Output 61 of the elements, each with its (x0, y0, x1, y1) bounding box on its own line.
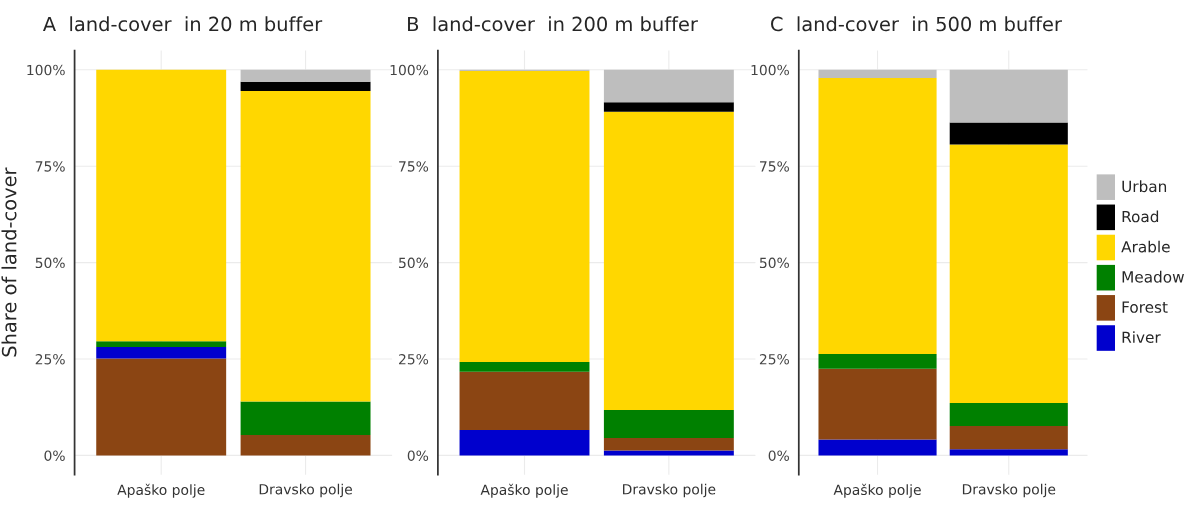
y-tick-label: 0% (407, 450, 429, 461)
bar (96, 358, 227, 456)
bar (949, 449, 1068, 456)
legend-label: Road (1122, 210, 1159, 223)
y-tick-label: 50% (399, 257, 429, 269)
bar (603, 102, 734, 112)
bar (949, 122, 1068, 145)
legend-label: Meadow (1122, 270, 1184, 283)
bar (96, 341, 227, 348)
x-tick-label: Apaško polje (117, 483, 205, 498)
y-tick-label: 50% (35, 257, 65, 269)
legend-label: Forest (1122, 301, 1168, 313)
bar (949, 144, 1068, 403)
bar (603, 438, 734, 451)
chart-title: B land-cover in 200 m buffer (408, 16, 698, 32)
bar (818, 69, 937, 78)
x-tick-label: Dravsko polje (623, 483, 716, 498)
y-tick-label: 25% (399, 353, 429, 365)
bar (240, 69, 371, 82)
x-tick-label: Apaško polje (480, 483, 568, 498)
y-tick-label: 25% (759, 353, 789, 365)
bar (459, 70, 590, 363)
x-tick-label: Apaško polje (833, 483, 921, 498)
y-tick-label: 75% (760, 161, 789, 172)
chart-title: C land-cover in 500 m buffer (771, 16, 1062, 32)
bar (459, 371, 590, 430)
x-tick-label: Dravsko polje (962, 483, 1056, 498)
bar (949, 402, 1068, 427)
bar (818, 354, 937, 369)
bar (240, 81, 371, 91)
bar (459, 362, 590, 372)
y-tick-label: 50% (759, 257, 789, 269)
y-tick-label: 25% (35, 353, 65, 365)
legend-label: Arable (1121, 240, 1170, 253)
bar (949, 426, 1068, 450)
chart-title: A land-cover in 20 m buffer (42, 16, 323, 32)
bar (96, 69, 227, 342)
y-tick-label: 100% (27, 64, 65, 76)
bar (240, 401, 371, 435)
bar (949, 69, 1068, 123)
bar (240, 434, 371, 456)
bar (603, 69, 734, 103)
y-tick-label: 0% (44, 450, 65, 461)
y-axis-title: Share of land-cover (1, 167, 17, 357)
bar (818, 439, 937, 456)
bar (603, 111, 734, 410)
bar (459, 429, 590, 456)
y-tick-label: 100% (751, 64, 789, 76)
bar (818, 368, 937, 440)
x-tick-label: Dravsko polje (259, 483, 353, 498)
y-tick-label: 0% (768, 450, 789, 461)
bar (240, 90, 371, 402)
y-tick-label: 100% (390, 64, 429, 76)
y-tick-label: 75% (35, 161, 65, 172)
bar (96, 347, 227, 359)
bar (818, 77, 937, 354)
bar (603, 409, 734, 439)
y-tick-label: 75% (399, 161, 429, 172)
legend-label: Urban (1122, 180, 1167, 193)
bar (603, 450, 734, 456)
legend-label: River (1122, 331, 1161, 344)
